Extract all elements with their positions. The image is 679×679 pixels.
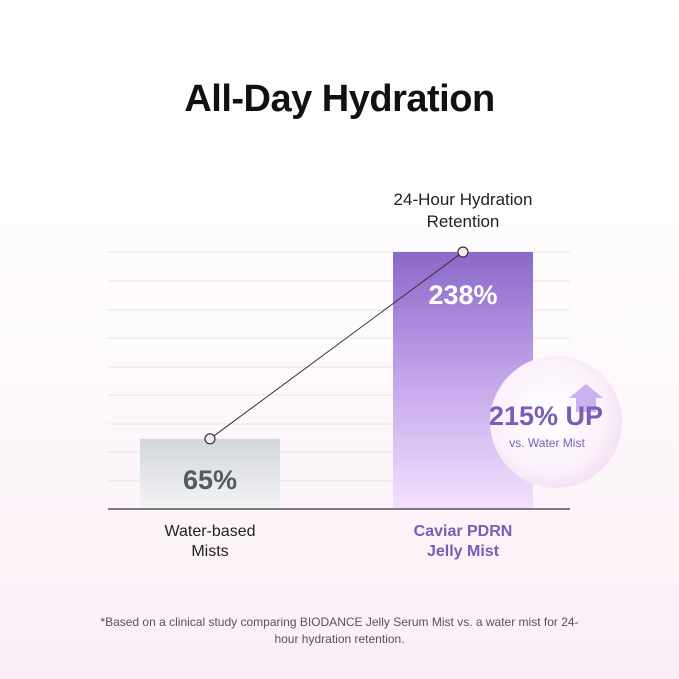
bar: [140, 438, 280, 509]
annotation: 24-Hour Hydration Retention: [393, 190, 533, 231]
point-marker: [457, 246, 469, 258]
overlay: 65% 238%: [183, 246, 498, 495]
value-label: 65%: [183, 465, 237, 495]
value-label: 238%: [428, 280, 497, 310]
footnote: *Based on a clinical study comparing BIO…: [100, 615, 579, 646]
title: All-Day Hydration: [184, 78, 495, 120]
category-label: Caviar PDRN Jelly Mist: [413, 523, 513, 560]
point-marker: [204, 433, 216, 445]
badge-text: 215% UP: [488, 401, 604, 431]
grid: [108, 251, 570, 482]
badge-subtext: vs. Water Mist: [509, 436, 585, 450]
category-label: Water-based Mists: [164, 523, 256, 560]
connector-line: [209, 251, 464, 440]
up-arrow: [569, 384, 603, 412]
